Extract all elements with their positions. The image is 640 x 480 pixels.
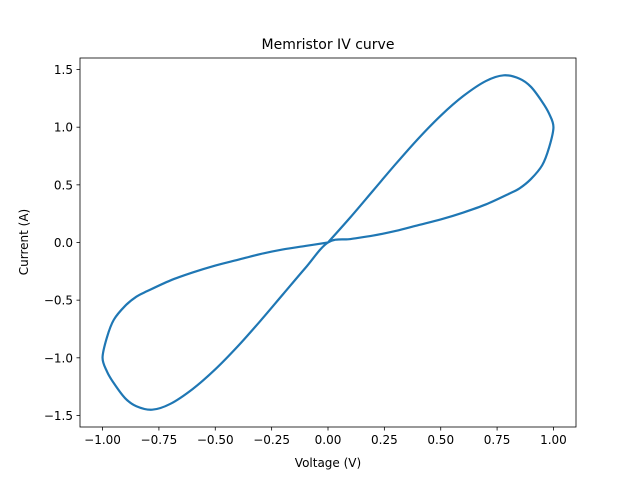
y-tick-label: −1.0 <box>44 351 73 365</box>
x-axis-label: Voltage (V) <box>295 456 361 470</box>
x-tick-label: 1.00 <box>540 433 567 447</box>
x-tick-label: −0.50 <box>197 433 234 447</box>
chart-title: Memristor IV curve <box>262 37 395 53</box>
y-tick-label: −1.5 <box>44 409 73 423</box>
y-tick-label: 0.5 <box>54 178 73 192</box>
y-axis: −1.5 −1.0 −0.5 0.0 0.5 1.0 1.5 <box>44 63 80 423</box>
y-tick-label: 0.0 <box>54 236 73 250</box>
x-tick-label: −0.25 <box>253 433 290 447</box>
x-tick-label: −0.75 <box>141 433 178 447</box>
x-tick-label: 0.25 <box>371 433 398 447</box>
x-axis: −1.00 −0.75 −0.50 −0.25 0.00 0.25 0.50 0.75 1.00 <box>84 427 567 447</box>
y-tick-label: 1.0 <box>54 121 73 135</box>
series-line-0 <box>101 74 555 411</box>
y-axis-label: Current (A) <box>17 209 31 275</box>
x-tick-label: 0.00 <box>315 433 342 447</box>
y-tick-label: −0.5 <box>44 294 73 308</box>
x-tick-label: 0.50 <box>427 433 454 447</box>
plot-area <box>101 74 555 411</box>
x-tick-label: 0.75 <box>484 433 511 447</box>
y-tick-label: 1.5 <box>54 63 73 77</box>
x-tick-label: −1.00 <box>84 433 121 447</box>
